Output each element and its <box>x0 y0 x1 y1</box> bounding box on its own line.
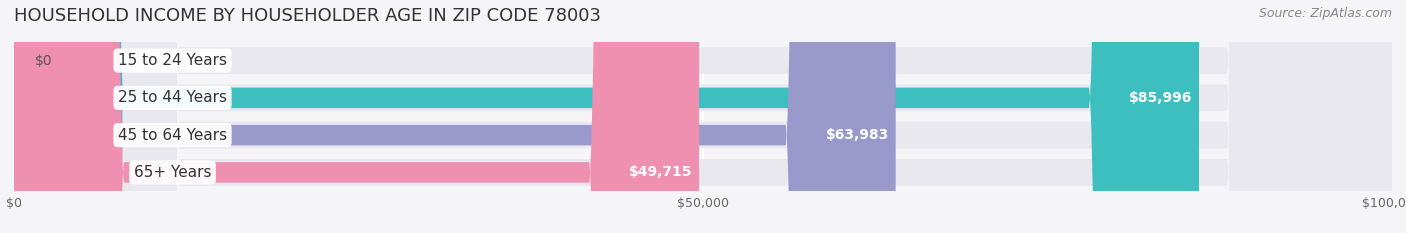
Text: $63,983: $63,983 <box>825 128 889 142</box>
FancyBboxPatch shape <box>14 0 1392 233</box>
Text: 45 to 64 Years: 45 to 64 Years <box>118 128 228 143</box>
FancyBboxPatch shape <box>14 0 1392 233</box>
FancyBboxPatch shape <box>14 0 1392 233</box>
Text: 65+ Years: 65+ Years <box>134 165 211 180</box>
Text: 25 to 44 Years: 25 to 44 Years <box>118 90 226 105</box>
Text: $0: $0 <box>35 54 52 68</box>
FancyBboxPatch shape <box>14 0 1199 233</box>
Text: $49,715: $49,715 <box>628 165 692 179</box>
FancyBboxPatch shape <box>14 0 896 233</box>
Text: $85,996: $85,996 <box>1129 91 1192 105</box>
FancyBboxPatch shape <box>14 0 1392 233</box>
Text: Source: ZipAtlas.com: Source: ZipAtlas.com <box>1258 7 1392 20</box>
Text: HOUSEHOLD INCOME BY HOUSEHOLDER AGE IN ZIP CODE 78003: HOUSEHOLD INCOME BY HOUSEHOLDER AGE IN Z… <box>14 7 600 25</box>
FancyBboxPatch shape <box>14 0 699 233</box>
Text: 15 to 24 Years: 15 to 24 Years <box>118 53 226 68</box>
